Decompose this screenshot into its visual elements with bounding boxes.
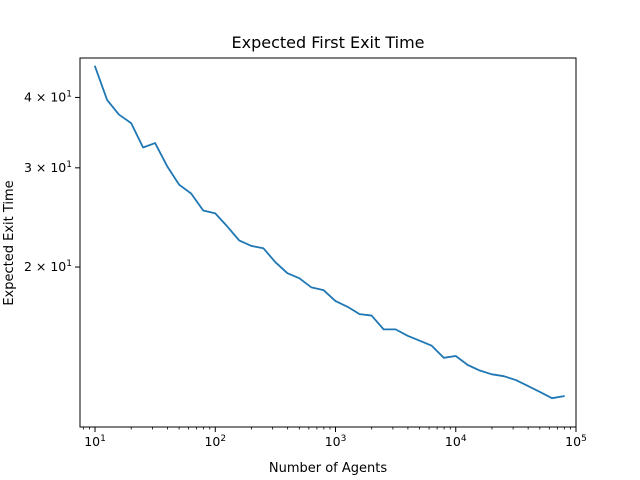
chart-title: Expected First Exit Time bbox=[231, 33, 424, 52]
ticks-layer: 101 102 103 104 105 2 × 101 3 × 101 4 × 101 bbox=[24, 89, 587, 449]
x-tick-label: 101 bbox=[84, 434, 106, 449]
y-tick-label: 4 × 101 bbox=[24, 89, 72, 104]
y-tick-label: 3 × 101 bbox=[24, 160, 72, 175]
plot-frame bbox=[79, 57, 577, 428]
x-tick-label: 104 bbox=[445, 434, 467, 449]
y-axis-label: Expected Exit Time bbox=[2, 180, 17, 305]
series-line bbox=[94, 65, 565, 400]
x-tick-label: 105 bbox=[565, 434, 587, 449]
y-tick-label: 2 × 101 bbox=[24, 259, 72, 274]
x-tick-label: 102 bbox=[204, 434, 226, 449]
series-layer bbox=[94, 65, 565, 400]
x-axis-label: Number of Agents bbox=[269, 461, 387, 476]
x-tick-label: 103 bbox=[325, 434, 347, 449]
